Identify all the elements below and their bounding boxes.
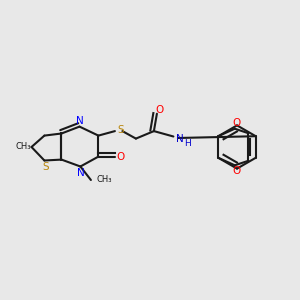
Text: H: H [184,140,191,148]
Text: O: O [232,118,240,128]
Text: N: N [76,116,83,126]
Text: S: S [42,162,49,172]
Text: O: O [116,152,124,162]
Text: N: N [76,168,84,178]
Text: CH₃: CH₃ [15,142,31,151]
Text: N: N [176,134,184,145]
Text: O: O [156,105,164,115]
Text: O: O [232,166,240,176]
Text: CH₃: CH₃ [96,176,112,184]
Text: S: S [117,125,124,135]
